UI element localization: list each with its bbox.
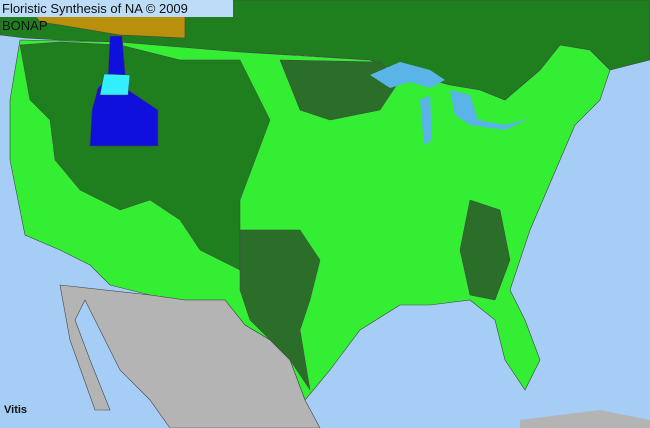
- map-title: Floristic Synthesis of NA © 2009 BONAP: [0, 0, 233, 33]
- dark-green-region-southeast: [459, 199, 511, 301]
- dark-green-region-west: [19, 41, 271, 271]
- mexico-region: [59, 284, 321, 428]
- dark-green-region-plains: [239, 229, 321, 391]
- lake-michigan: [420, 95, 432, 145]
- great-lakes: [370, 62, 445, 88]
- lake-huron-erie: [450, 90, 530, 130]
- taxon-label: Vitis: [4, 404, 28, 416]
- idaho-cyan-region: [99, 73, 131, 96]
- cuba-region: [520, 410, 650, 428]
